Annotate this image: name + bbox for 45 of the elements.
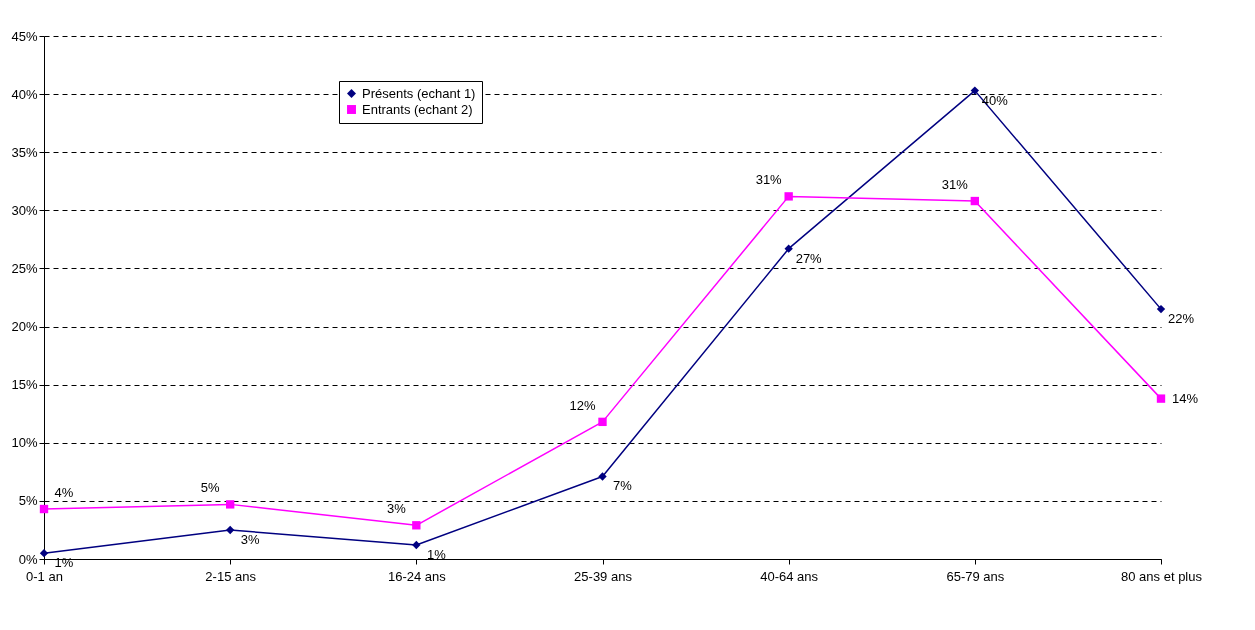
x-tick-label: 0-1 an (26, 568, 63, 584)
y-tick-label: 30% (11, 202, 38, 218)
point (39, 504, 49, 514)
data-label: 3% (386, 501, 407, 517)
point (225, 500, 235, 509)
legend-label: Présents (echant 1) (362, 85, 476, 101)
point (970, 86, 980, 95)
data-label: 5% (200, 480, 220, 496)
data-label: 31% (941, 177, 969, 193)
x-tick-label: 65-79 ans (946, 568, 1005, 584)
y-tick-label: 35% (11, 144, 38, 160)
data-label: 7% (613, 478, 633, 494)
point (598, 472, 607, 481)
x-tick-label: 16-24 ans (387, 568, 447, 584)
y-tick-label: 45% (11, 28, 38, 44)
point (784, 192, 793, 201)
y-tick-label: 25% (11, 260, 38, 276)
legend-label: Entrants (echant 2) (362, 101, 473, 117)
data-label: 12% (569, 397, 596, 413)
data-label: 31% (755, 172, 783, 188)
point (412, 521, 421, 530)
point (970, 196, 980, 206)
y-tick-label: 10% (11, 435, 38, 451)
point (1156, 394, 1166, 403)
data-label: 22% (1167, 311, 1195, 327)
x-tick-label: 80 ans et plus (1121, 568, 1203, 584)
y-tick-label: 0% (18, 551, 38, 567)
point (412, 540, 421, 550)
data-label: 4% (54, 485, 74, 501)
data-label: 27% (795, 250, 823, 266)
x-tick-label: 25-39 ans (574, 568, 633, 584)
data-label: 3% (240, 531, 260, 547)
point (784, 244, 793, 253)
y-tick-label: 20% (11, 319, 38, 335)
y-tick-label: 15% (11, 377, 38, 393)
point (1156, 304, 1166, 314)
x-tick-label: 40-64 ans (760, 568, 819, 584)
x-tick-label: 2-15 ans (205, 568, 257, 584)
point (225, 525, 235, 535)
data-label: 1% (426, 547, 447, 563)
y-tick-label: 40% (11, 86, 38, 102)
data-label: 14% (1171, 390, 1199, 406)
data-label: 40% (981, 92, 1009, 108)
y-tick-label: 5% (18, 493, 38, 509)
point (598, 417, 607, 427)
